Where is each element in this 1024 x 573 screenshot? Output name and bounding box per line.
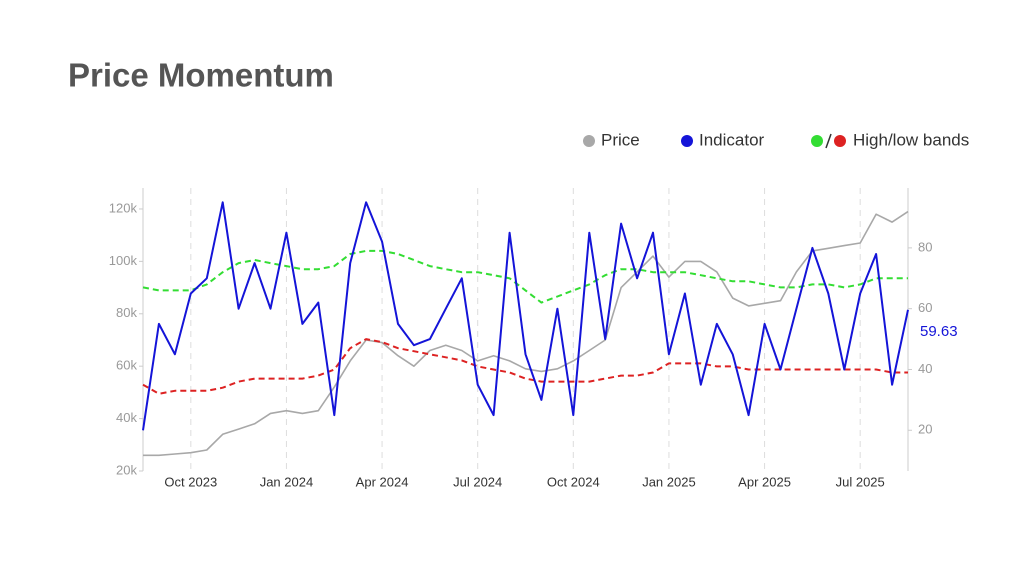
y2-tick-label: 20 xyxy=(918,422,932,437)
x-tick-label: Jul 2024 xyxy=(453,474,502,489)
y-tick-label: 120k xyxy=(109,200,138,215)
x-tick-label: Jan 2025 xyxy=(642,474,696,489)
legend-separator xyxy=(825,133,832,149)
legend-marker xyxy=(583,135,595,147)
legend-label: Price xyxy=(601,130,640,149)
legend-marker xyxy=(681,135,693,147)
price-line xyxy=(143,210,909,457)
x-tick-label: Oct 2024 xyxy=(547,474,600,489)
legend-marker xyxy=(834,135,846,147)
x-tick-label: Jan 2024 xyxy=(260,474,314,489)
y-tick-label: 80k xyxy=(116,305,137,320)
legend-label: High/low bands xyxy=(853,130,969,149)
y-tick-label: 100k xyxy=(109,253,138,268)
x-tick-label: Oct 2023 xyxy=(164,474,217,489)
indicator-line xyxy=(142,201,909,431)
x-tick-label: Apr 2025 xyxy=(738,474,791,489)
legend: Price Indicator High/low bands xyxy=(583,130,969,149)
high-band xyxy=(142,249,908,304)
y-tick-label: 40k xyxy=(116,410,137,425)
legend-marker xyxy=(811,135,823,147)
legend-label: Indicator xyxy=(699,130,765,149)
y2-tick-label: 40 xyxy=(918,361,932,376)
y-tick-label: 60k xyxy=(116,358,137,373)
x-tick-label: Jul 2025 xyxy=(836,474,885,489)
last-value-label: 59.63 xyxy=(920,323,958,340)
chart-title: Price Momentum xyxy=(68,57,334,94)
y2-tick-label: 60 xyxy=(918,300,932,315)
y2-tick-label: 80 xyxy=(918,239,932,254)
y-tick-label: 20k xyxy=(116,462,137,477)
x-tick-label: Apr 2024 xyxy=(356,474,409,489)
